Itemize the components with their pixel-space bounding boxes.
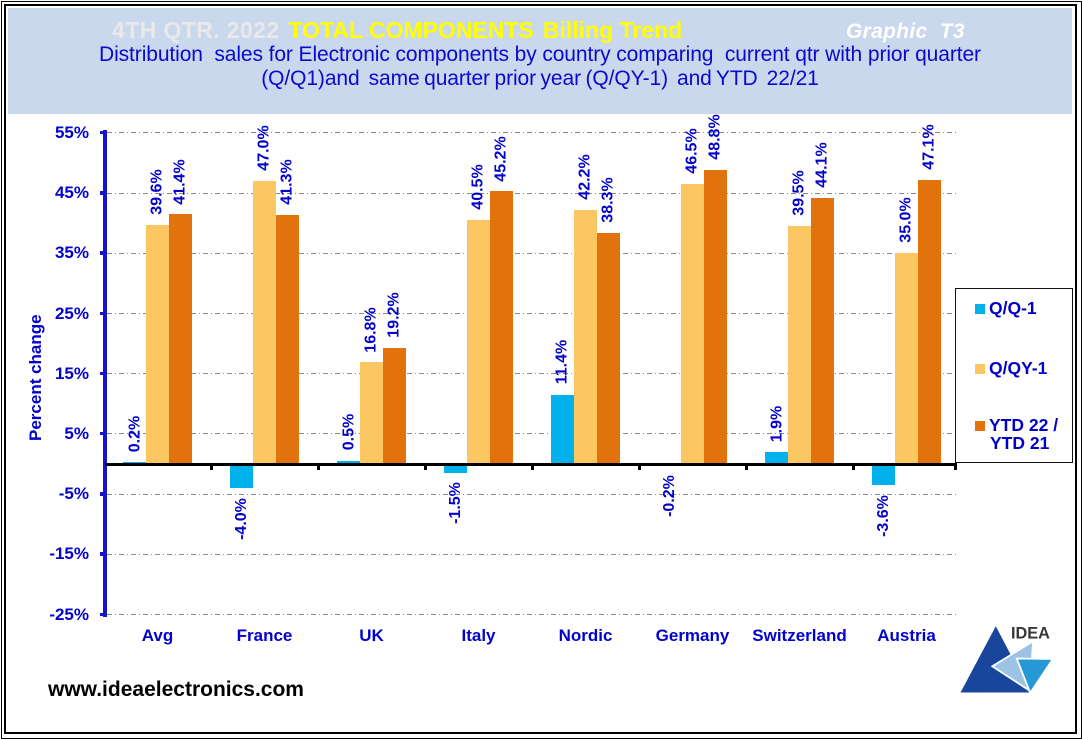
svg-text:IDEA: IDEA xyxy=(1011,624,1050,642)
